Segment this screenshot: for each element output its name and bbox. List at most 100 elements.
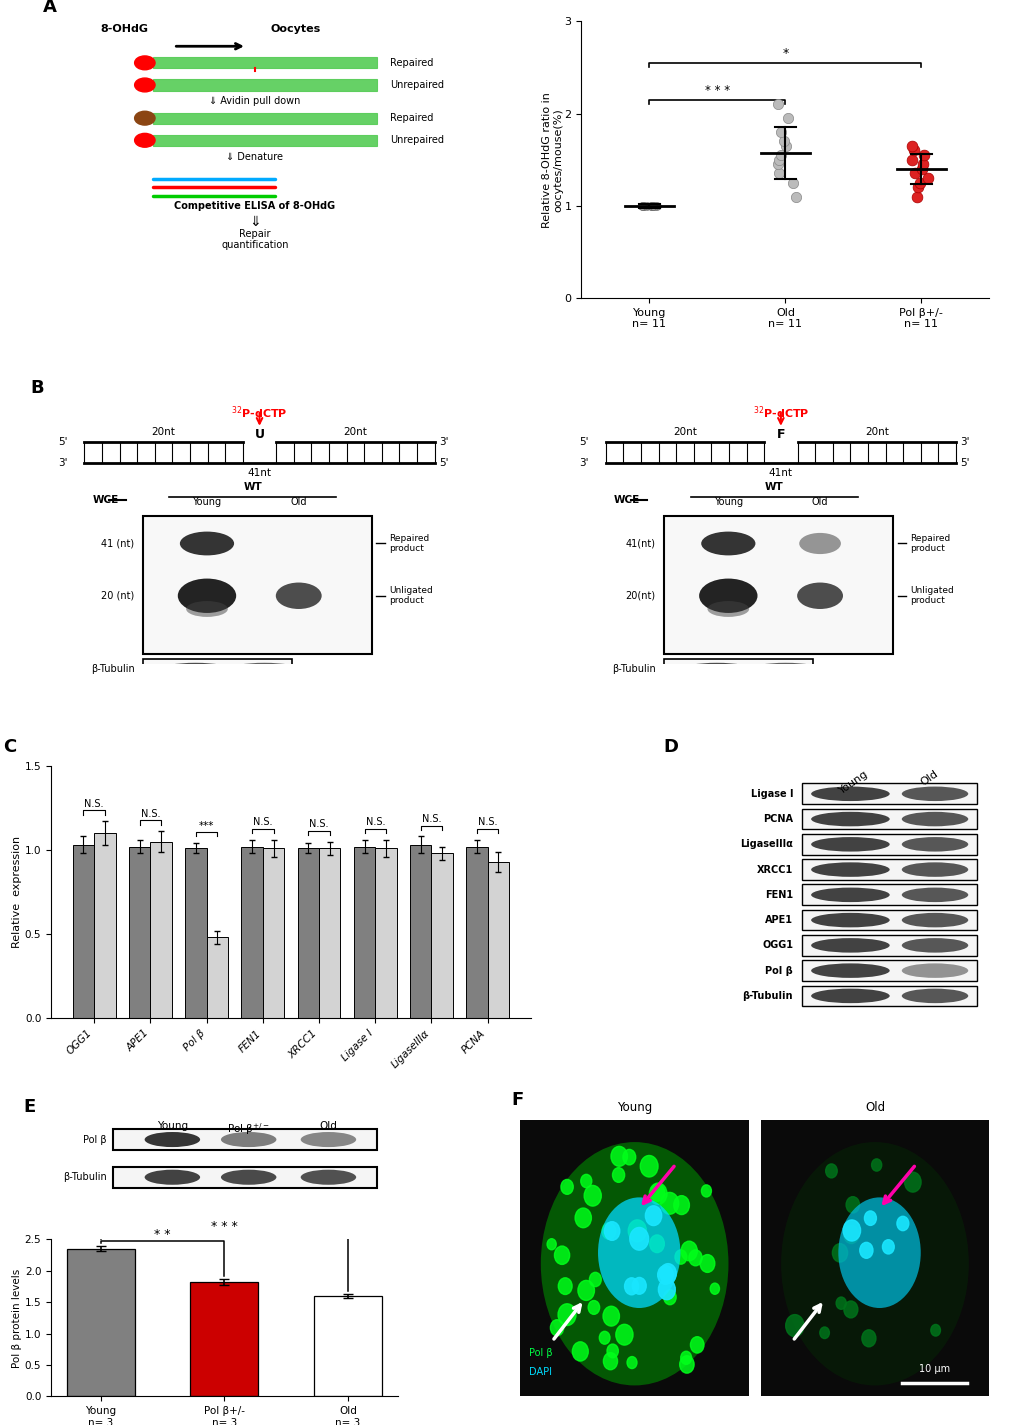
Text: β-Tubulin: β-Tubulin <box>91 664 135 674</box>
Ellipse shape <box>901 888 967 902</box>
Point <box>772 144 789 167</box>
Text: 20 (nt): 20 (nt) <box>101 591 135 601</box>
Ellipse shape <box>700 532 755 556</box>
Circle shape <box>657 1265 673 1284</box>
Circle shape <box>824 1164 837 1178</box>
Ellipse shape <box>681 663 752 675</box>
Circle shape <box>690 1337 703 1354</box>
Circle shape <box>675 1250 686 1264</box>
Circle shape <box>836 1297 846 1310</box>
Circle shape <box>681 1241 697 1261</box>
Text: 20nt: 20nt <box>673 428 696 437</box>
Bar <box>66 1248 135 1396</box>
FancyBboxPatch shape <box>801 909 976 931</box>
Text: * *: * * <box>154 1228 170 1241</box>
Text: 20nt: 20nt <box>343 428 367 437</box>
Circle shape <box>557 1304 576 1325</box>
Ellipse shape <box>810 989 889 1003</box>
Ellipse shape <box>901 963 967 978</box>
Circle shape <box>881 1240 894 1254</box>
Text: N.S.: N.S. <box>141 809 160 819</box>
Bar <box>375 848 396 1019</box>
Text: Unrepaired: Unrepaired <box>389 80 443 90</box>
Text: 41 (nt): 41 (nt) <box>101 539 135 549</box>
FancyBboxPatch shape <box>801 809 976 829</box>
Ellipse shape <box>221 1170 276 1184</box>
Ellipse shape <box>707 601 748 617</box>
Point <box>777 134 794 157</box>
Circle shape <box>843 1226 858 1244</box>
FancyBboxPatch shape <box>153 80 377 91</box>
Text: ⇓ Denature: ⇓ Denature <box>226 151 283 161</box>
Bar <box>242 846 263 1019</box>
Circle shape <box>588 1301 599 1314</box>
Ellipse shape <box>810 888 889 902</box>
Text: Young: Young <box>836 768 869 795</box>
Point <box>768 93 785 115</box>
Circle shape <box>870 1159 880 1171</box>
Text: N.S.: N.S. <box>421 814 441 824</box>
Bar <box>207 938 227 1019</box>
Text: A: A <box>43 0 57 16</box>
Text: N.S.: N.S. <box>478 817 497 828</box>
FancyBboxPatch shape <box>801 784 976 804</box>
Text: β-Tubulin: β-Tubulin <box>63 1173 106 1183</box>
Circle shape <box>663 1290 676 1305</box>
Text: Young: Young <box>616 1102 651 1114</box>
Y-axis label: Relative 8-OHdG ratio in
oocytes/mouse(%): Relative 8-OHdG ratio in oocytes/mouse(%… <box>541 91 562 228</box>
Ellipse shape <box>698 579 757 613</box>
Circle shape <box>578 1281 594 1301</box>
Text: XRCC1: XRCC1 <box>756 865 792 875</box>
Text: 20nt: 20nt <box>152 428 175 437</box>
Circle shape <box>135 56 155 70</box>
Circle shape <box>632 1277 646 1294</box>
Point <box>634 194 650 217</box>
Y-axis label: Pol β protein levels: Pol β protein levels <box>12 1268 21 1368</box>
Ellipse shape <box>221 1131 276 1147</box>
Circle shape <box>603 1221 620 1240</box>
Circle shape <box>572 1342 588 1361</box>
Text: ⇓ Avidin pull down: ⇓ Avidin pull down <box>209 97 301 107</box>
Y-axis label: Relative  expression: Relative expression <box>12 836 21 948</box>
FancyBboxPatch shape <box>153 135 377 145</box>
Circle shape <box>785 1315 803 1337</box>
Point <box>911 171 927 194</box>
Ellipse shape <box>810 963 889 978</box>
Bar <box>354 846 375 1019</box>
Ellipse shape <box>301 1131 356 1147</box>
FancyBboxPatch shape <box>801 935 976 956</box>
Point <box>903 134 919 157</box>
Circle shape <box>657 1280 675 1300</box>
Circle shape <box>584 1186 601 1206</box>
Circle shape <box>896 1217 908 1231</box>
Bar <box>487 862 508 1019</box>
Text: Competitive ELISA of 8-OHdG: Competitive ELISA of 8-OHdG <box>174 201 335 211</box>
FancyBboxPatch shape <box>143 658 291 680</box>
Ellipse shape <box>901 862 967 876</box>
Point <box>913 158 929 181</box>
Circle shape <box>859 1243 872 1258</box>
Point <box>775 130 792 152</box>
Ellipse shape <box>177 579 236 613</box>
Text: 5': 5' <box>959 457 969 467</box>
Point <box>770 162 787 185</box>
Text: Repaired: Repaired <box>389 58 433 68</box>
Bar <box>185 848 207 1019</box>
Circle shape <box>599 1331 609 1344</box>
Circle shape <box>863 1211 875 1226</box>
Bar <box>314 1295 382 1396</box>
Text: WCE: WCE <box>613 494 640 504</box>
Text: 8-OHdG: 8-OHdG <box>100 24 149 34</box>
FancyBboxPatch shape <box>113 1129 377 1150</box>
FancyBboxPatch shape <box>153 57 377 68</box>
Text: Unligated
product: Unligated product <box>909 586 953 606</box>
FancyBboxPatch shape <box>663 516 893 654</box>
Bar <box>128 846 150 1019</box>
Text: Pol β: Pol β <box>764 966 792 976</box>
Ellipse shape <box>185 601 227 617</box>
Ellipse shape <box>810 862 889 876</box>
Text: Repaired: Repaired <box>389 113 433 123</box>
Text: Old: Old <box>917 768 938 788</box>
Circle shape <box>843 1220 860 1241</box>
Text: $^{32}$P-dCTP: $^{32}$P-dCTP <box>752 405 808 422</box>
